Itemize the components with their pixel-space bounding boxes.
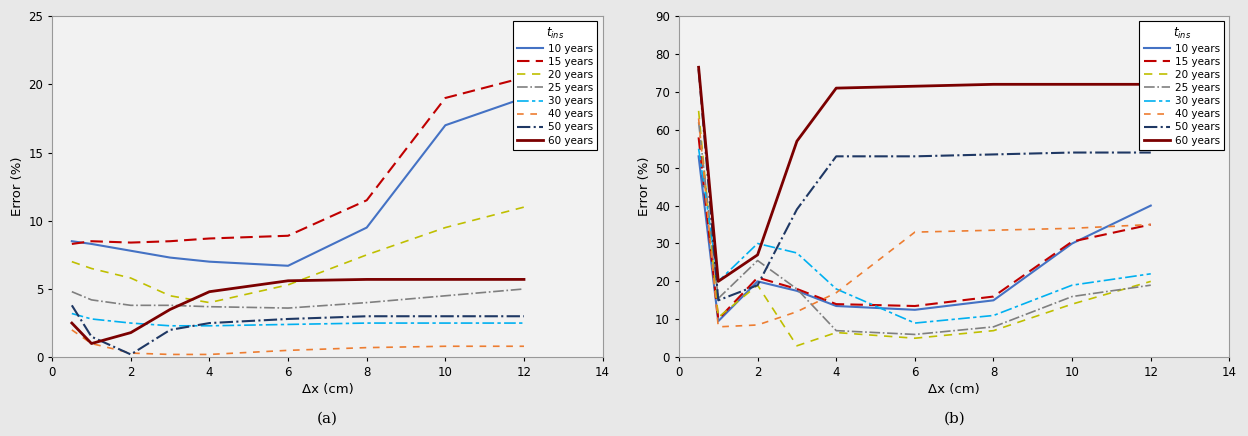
Y-axis label: Error (%): Error (%) — [638, 157, 651, 216]
X-axis label: Δx (cm): Δx (cm) — [302, 383, 353, 396]
X-axis label: Δx (cm): Δx (cm) — [929, 383, 980, 396]
Legend: 10 years, 15 years, 20 years, 25 years, 30 years, 40 years, 50 years, 60 years: 10 years, 15 years, 20 years, 25 years, … — [513, 21, 598, 150]
Text: (b): (b) — [943, 412, 965, 426]
Y-axis label: Error (%): Error (%) — [11, 157, 24, 216]
Text: (a): (a) — [317, 412, 338, 426]
Legend: 10 years, 15 years, 20 years, 25 years, 30 years, 40 years, 50 years, 60 years: 10 years, 15 years, 20 years, 25 years, … — [1139, 21, 1224, 150]
